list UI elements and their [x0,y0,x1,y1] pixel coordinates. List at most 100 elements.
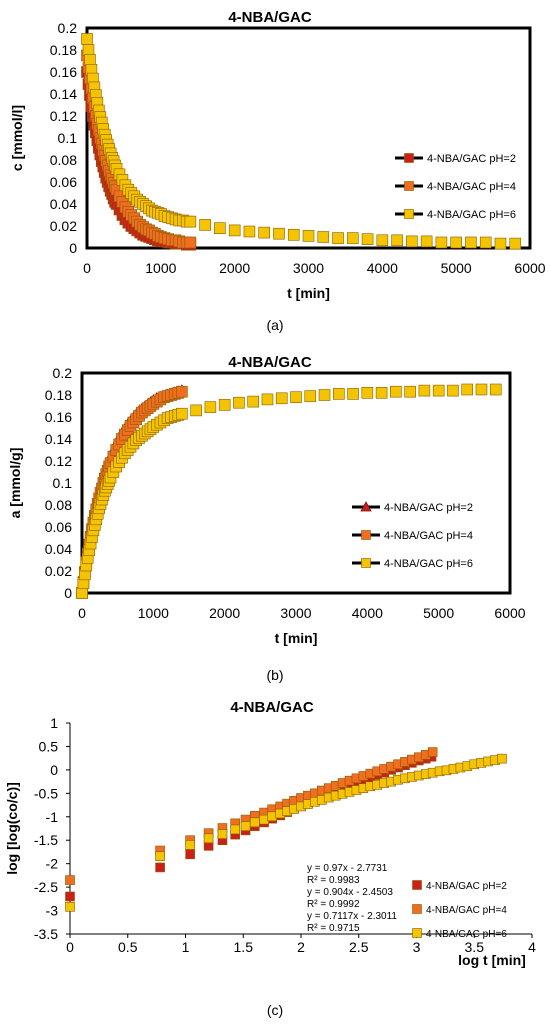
data-point [214,222,226,234]
data-point [84,54,96,66]
panel-caption: (a) [266,317,283,333]
data-point [447,384,459,397]
y-tick-label: 0.18 [45,387,72,403]
legend-marker [412,904,422,914]
x-tick-label: 6000 [514,260,545,276]
y-tick-label: 0.14 [45,431,72,447]
data-point [376,234,389,247]
data-point [361,386,374,399]
data-point [185,849,195,860]
data-point [461,383,474,396]
x-axis-label: t [min] [287,285,330,301]
y-tick-label: 0 [50,762,58,778]
data-point [332,388,345,400]
legend-label: 4-NBA/GAC pH=2 [426,881,507,892]
x-tick-label: 4 [528,939,536,955]
y-tick-label: 1 [50,715,58,731]
y-tick-label: 0.1 [53,475,73,491]
data-point [184,236,197,249]
data-point [217,829,228,839]
data-point [475,383,488,396]
regression-r2: R² = 0.9715 [307,923,360,934]
data-point [233,396,245,409]
y-tick-label: 0 [69,240,77,256]
chart-panel-c: 4-NBA/GAC -3.5 -3 -2.5 -2 -1.5 -1 -0.5 0 0.5 1 0 0.5… [4,699,536,1018]
data-point [199,219,211,231]
data-point [65,891,75,902]
chart-title: 4-NBA/GAC [228,9,312,26]
data-point [391,234,403,247]
data-point [267,811,277,822]
data-point [332,232,344,244]
legend-item: 4-NBA/GAC pH=6 [395,209,516,221]
data-point [258,226,271,239]
y-tick-label: -1 [46,809,59,825]
data-point [287,229,300,241]
y-tick-label: 0 [64,585,72,601]
data-point [185,840,195,850]
y-tick-label: 0.04 [45,541,72,557]
data-point [494,237,507,250]
legend-marker [360,501,372,512]
data-point [203,833,214,844]
data-point [204,401,217,413]
x-tick-label: 0 [66,939,74,955]
legend-marker [361,558,371,568]
x-tick-label: 5000 [423,605,454,621]
data-point [65,875,75,885]
data-point [190,404,202,417]
y-tick-label: 0.16 [45,409,72,425]
legend-label: 4-NBA/GAC pH=6 [384,558,473,570]
legend-marker [412,880,422,890]
legend-label: 4-NBA/GAC pH=2 [427,153,516,165]
y-tick-label: 0.14 [50,86,77,102]
legend-label: 4-NBA/GAC pH=4 [427,181,516,193]
data-point [155,851,165,861]
data-point [218,399,231,411]
y-tick-label: 0.02 [45,563,72,579]
data-point [318,389,331,401]
legend-item: 4-NBA/GAC pH=2 [412,880,507,892]
data-point [347,388,359,400]
legend-item: 4-NBA/GAC pH=4 [395,181,516,193]
series-pH6 [81,33,522,250]
legend-item: 4-NBA/GAC pH=4 [412,904,507,916]
y-tick-label: 0.2 [58,20,78,36]
y-tick-label: 0.18 [50,42,77,58]
data-point [290,391,302,404]
x-tick-label: 5000 [441,260,472,276]
y-axis-label: a [mmol/g] [7,448,23,519]
data-point [317,231,330,243]
y-tick-label: -1.5 [34,832,58,848]
y-tick-label: 0.16 [50,64,77,80]
data-point [361,233,374,245]
data-point [390,385,402,398]
x-tick-label: 1000 [145,260,176,276]
series-pH4 [65,747,438,885]
x-tick-label: 4000 [367,260,398,276]
legend-marker [361,530,371,540]
x-tick-label: 1.5 [234,939,254,955]
data-point [76,587,88,599]
data-point [450,236,462,249]
x-tick-label: 2.5 [349,939,369,955]
y-axis-label: c [mmol/l] [9,105,25,171]
y-tick-label: 0.06 [50,174,77,190]
x-tick-label: 0.5 [118,939,138,955]
legend-label: 4-NBA/GAC pH=2 [384,502,473,514]
data-point [82,44,95,56]
data-point [432,384,445,397]
data-point [375,386,388,399]
panel-caption: (c) [267,1002,283,1018]
data-point [65,902,75,912]
regression-r2: R² = 0.9992 [307,899,360,910]
chart-panel-b: 4-NBA/GAC 0 0.02 0.04 0.06 0.08 0.1 0.12 0.14 0.1… [7,354,526,683]
data-point [427,747,438,757]
y-tick-label: -2.5 [34,879,58,895]
y-tick-label: 0.12 [45,453,72,469]
y-tick-label: -2 [46,856,59,872]
y-tick-label: -3 [46,903,59,919]
chart-panel-a: 4-NBA/GAC 0 0.02 0.04 0.06 0.08 0.1 0.12 0.14 0.1… [9,9,546,333]
x-tick-label: 2000 [209,605,240,621]
y-tick-label: -3.5 [34,926,58,942]
